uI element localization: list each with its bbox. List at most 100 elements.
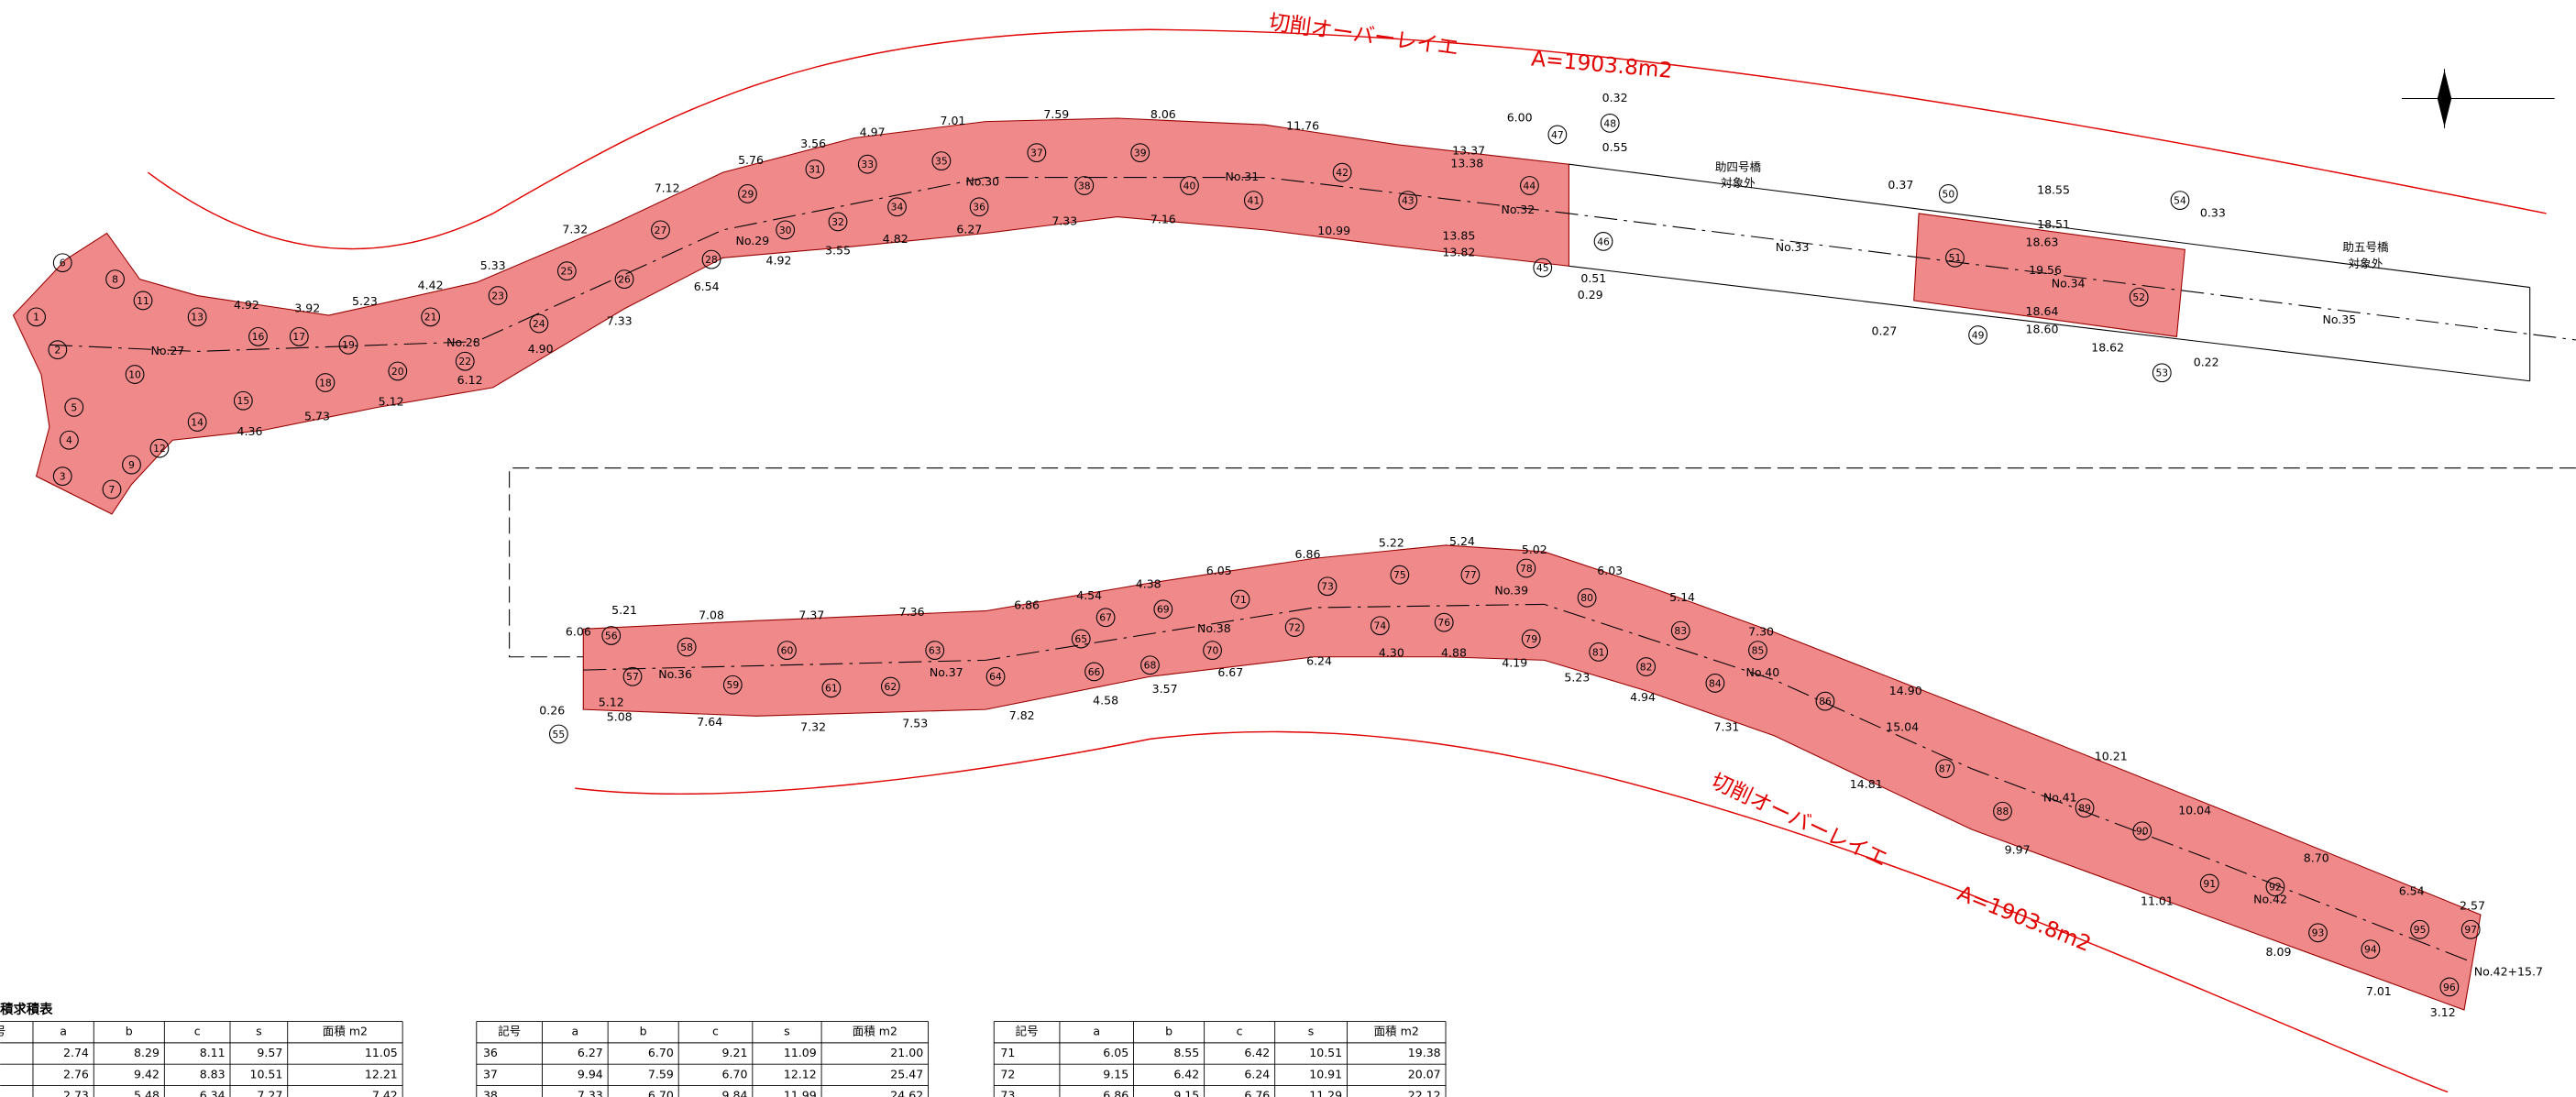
section-number: 92 (2269, 882, 2282, 894)
section-marker (1945, 247, 1965, 268)
section-number: 38 (1078, 180, 1091, 192)
table-cell: 6.70 (722, 1067, 748, 1081)
overlay-title: 切削オーバーレイエ (1267, 10, 1460, 61)
section-number: 91 (2203, 878, 2216, 890)
dimension: 13.37 (1452, 143, 1485, 157)
table-cell: 6.24 (1244, 1067, 1270, 1081)
dimension: 15.04 (1886, 719, 1919, 733)
table-cell: 25.47 (890, 1067, 923, 1081)
section-number: 22 (458, 356, 471, 367)
table-header: 記号 (1016, 1025, 1039, 1038)
section-marker (548, 724, 568, 744)
section-marker (52, 253, 72, 273)
section-marker (738, 184, 757, 203)
table-header: c (194, 1025, 201, 1038)
table-header: a (1093, 1025, 1100, 1038)
section-marker (2170, 191, 2190, 211)
dimension: 6.86 (1295, 547, 1321, 561)
section-number: 41 (1248, 195, 1260, 207)
table-cell: 9.42 (134, 1067, 160, 1081)
section-marker (1636, 657, 1657, 676)
section-number: 52 (2132, 291, 2145, 303)
dimension: 6.54 (2399, 884, 2425, 898)
dimension: 7.82 (1009, 708, 1035, 722)
table-cell: 7.42 (372, 1089, 398, 1097)
section-number: 75 (1393, 569, 1406, 581)
section-number: 60 (781, 644, 794, 656)
section-marker (64, 398, 84, 417)
section-marker (1332, 162, 1352, 182)
dimension: 0.26 (539, 703, 565, 717)
dimension: 4.36 (237, 424, 263, 438)
table-cell: 9.15 (1103, 1067, 1128, 1081)
section-number: 12 (153, 443, 166, 455)
section-number: 29 (742, 188, 754, 200)
table-cell: 9.21 (722, 1046, 748, 1059)
dimension: 18.62 (2091, 340, 2124, 354)
station-label: No.41 (2043, 790, 2077, 804)
section-marker (2410, 919, 2430, 939)
section-marker (529, 313, 549, 334)
dimension: 18.64 (2026, 304, 2059, 318)
section-marker (1284, 618, 1305, 637)
dimension: 7.64 (697, 715, 722, 729)
section-number: 4 (66, 434, 72, 446)
section-marker (2361, 939, 2381, 960)
section-number: 27 (655, 225, 667, 236)
table-cell: 6.70 (648, 1089, 674, 1097)
section-marker (1095, 608, 1116, 628)
dimension: 7.32 (562, 222, 588, 236)
section-number: 45 (1536, 262, 1549, 274)
dimension: 7.53 (902, 717, 928, 730)
overlay-boundary (575, 730, 2449, 1093)
section-number: 44 (1524, 180, 1536, 192)
dimension: 10.04 (2178, 804, 2211, 817)
section-number: 31 (809, 163, 821, 175)
section-number: 87 (1939, 763, 1952, 775)
section-marker (701, 249, 721, 269)
dimension: 14.90 (1889, 684, 1922, 697)
table-cell: 36 (483, 1046, 498, 1059)
bridge-name: 助四号橋 (1715, 159, 1762, 173)
section-marker (1317, 576, 1338, 597)
dimension: 7.32 (800, 719, 826, 733)
station-label: No.29 (735, 234, 769, 247)
section-number: 97 (2464, 924, 2477, 936)
dimension: 4.19 (1502, 655, 1527, 669)
overlay-boundary (147, 28, 2547, 250)
table-cell: 11.05 (365, 1046, 398, 1059)
station-label: No.31 (1225, 170, 1259, 183)
dimension: 5.08 (607, 710, 633, 724)
table-header: 記号 (498, 1025, 521, 1038)
table-header: s (256, 1025, 262, 1038)
section-number: 76 (1437, 617, 1450, 629)
dimension: 6.00 (1507, 111, 1533, 125)
section-number: 51 (1949, 252, 1962, 264)
dimension: 7.36 (899, 605, 925, 619)
bridge-note: 対象外 (1721, 176, 1756, 190)
table-cell: 6.70 (648, 1046, 674, 1059)
dimension: 8.70 (2304, 851, 2329, 865)
table-cell: 7.27 (257, 1089, 282, 1097)
dimension: 3.92 (294, 301, 320, 314)
table-cell: 11.29 (1309, 1089, 1342, 1097)
section-number: 57 (626, 671, 639, 683)
table-cell: 5.48 (134, 1089, 160, 1097)
table-cell: 72 (1000, 1067, 1015, 1081)
section-marker (1520, 176, 1539, 195)
section-number: 40 (1183, 180, 1196, 192)
section-marker (2460, 919, 2481, 939)
dimension: 18.63 (2026, 236, 2059, 249)
section-number: 36 (973, 202, 985, 214)
station-label: No.39 (1494, 584, 1528, 598)
overlay-area-label: A=1903.8m2 (1954, 881, 2095, 957)
dimension: 4.92 (234, 298, 259, 312)
section-number: 77 (1464, 569, 1477, 581)
section-marker (289, 326, 309, 346)
section-number: 84 (1709, 677, 1722, 689)
dimension: 7.30 (1748, 624, 1774, 638)
section-number: 19 (342, 339, 355, 351)
dimension: 7.12 (655, 181, 680, 195)
section-number: 95 (2414, 924, 2427, 936)
section-marker (1968, 325, 1987, 345)
